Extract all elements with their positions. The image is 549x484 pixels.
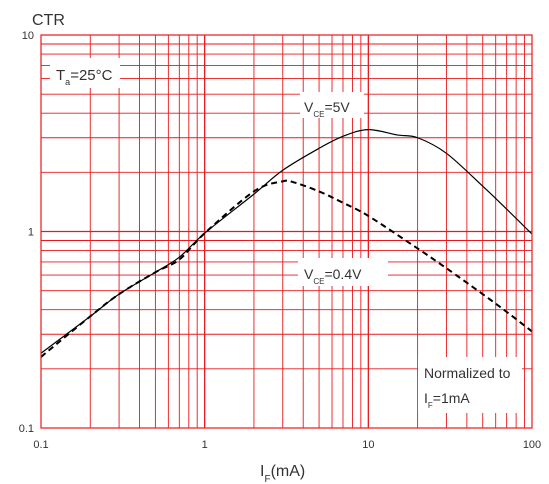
series-04v-label: VCE=0.4V [304, 266, 362, 286]
x-tick-label: 10 [362, 439, 374, 451]
normalized-note-bg [418, 357, 522, 413]
normalized-note-line2: IF=1mA [424, 390, 470, 410]
data-curves [40, 129, 533, 358]
x-tick-label: 100 [523, 439, 541, 451]
series-5v-label: VCE=5V [304, 99, 350, 119]
series-04v-label-bg [298, 258, 388, 286]
y-tick-label: 1 [28, 227, 34, 239]
normalized-note-line1: Normalized to [424, 365, 511, 381]
tick-labels: 0.1 1 10 100 0.1 1 10 [19, 30, 541, 451]
y-tick-label: 0.1 [19, 423, 34, 435]
series-5v-label-bg [300, 92, 364, 118]
series-line-vce-5v [40, 129, 533, 354]
y-axis-title: CTR [32, 12, 65, 29]
plot-frame [40, 34, 533, 429]
x-tick-label: 0.1 [33, 439, 48, 451]
x-axis-title: IF(mA) [260, 463, 305, 484]
temperature-label: Ta=25°C [56, 67, 113, 87]
x-tick-label: 1 [202, 439, 208, 451]
temperature-label-bg [50, 58, 120, 88]
series-line-vce-0-4v [40, 179, 533, 358]
y-tick-label: 10 [22, 30, 34, 42]
